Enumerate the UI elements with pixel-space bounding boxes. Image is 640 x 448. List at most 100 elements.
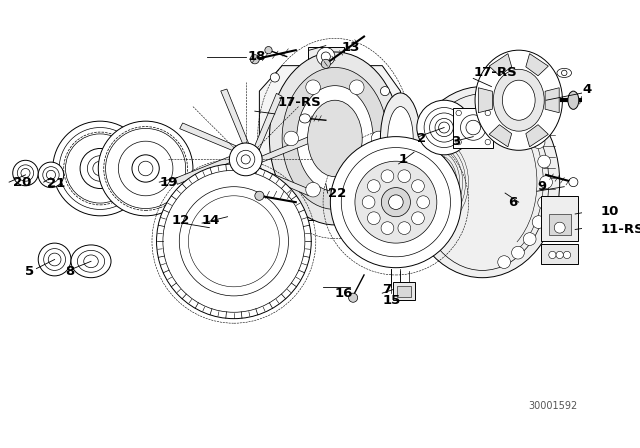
Ellipse shape [308,100,362,177]
Text: 15: 15 [382,294,401,307]
Text: 10: 10 [601,205,619,218]
Ellipse shape [330,137,461,268]
Text: 20: 20 [13,176,31,189]
Text: 1: 1 [399,153,408,166]
Circle shape [556,251,563,258]
Bar [397,286,412,297]
Ellipse shape [157,164,311,319]
Ellipse shape [538,155,550,168]
Ellipse shape [269,52,401,225]
Text: 30001592: 30001592 [528,401,577,411]
Ellipse shape [284,131,298,146]
Ellipse shape [306,182,321,197]
Ellipse shape [80,148,120,189]
Polygon shape [541,244,578,264]
Circle shape [250,55,259,64]
Ellipse shape [179,187,289,296]
Text: 17-RS: 17-RS [473,66,517,79]
Ellipse shape [297,86,373,191]
Polygon shape [259,202,319,220]
Circle shape [321,52,330,61]
Text: 11-RS: 11-RS [601,223,640,236]
Ellipse shape [532,136,545,149]
Polygon shape [259,66,401,220]
Ellipse shape [132,155,159,182]
Ellipse shape [475,50,563,150]
Circle shape [381,222,394,234]
Polygon shape [308,47,344,66]
Polygon shape [255,93,282,150]
Ellipse shape [438,122,449,133]
Circle shape [398,222,411,234]
Circle shape [381,188,410,217]
Circle shape [456,139,461,145]
Ellipse shape [13,160,38,186]
Polygon shape [548,214,571,235]
Polygon shape [541,196,578,241]
Ellipse shape [466,120,481,135]
Text: 14: 14 [202,214,220,227]
Polygon shape [478,88,492,113]
Ellipse shape [38,162,64,188]
Ellipse shape [417,100,472,155]
Ellipse shape [371,131,386,146]
Circle shape [380,86,390,96]
Ellipse shape [568,91,579,109]
Ellipse shape [349,80,364,95]
Ellipse shape [88,156,113,181]
Text: 3: 3 [451,135,461,148]
Ellipse shape [38,243,71,276]
Text: 21: 21 [47,177,65,190]
Circle shape [398,170,411,183]
Polygon shape [262,134,316,162]
Ellipse shape [435,118,453,137]
Ellipse shape [355,161,437,243]
Circle shape [270,205,280,214]
Ellipse shape [282,68,388,209]
Ellipse shape [493,69,544,131]
Bar [393,282,415,301]
Circle shape [317,47,335,66]
Text: 19: 19 [159,176,177,189]
Circle shape [412,180,424,193]
Circle shape [367,180,380,193]
Polygon shape [209,169,237,225]
Polygon shape [221,89,248,143]
Text: 12: 12 [171,214,189,227]
Circle shape [229,143,262,176]
Ellipse shape [405,86,560,278]
Ellipse shape [99,121,193,216]
Ellipse shape [71,245,111,278]
Circle shape [349,293,358,302]
Text: 18: 18 [248,50,266,63]
Text: 22: 22 [328,186,346,199]
Text: 4: 4 [582,83,592,96]
Text: 16: 16 [335,287,353,300]
Circle shape [273,202,291,220]
Text: 17-RS: 17-RS [278,95,321,108]
Ellipse shape [380,93,420,184]
Circle shape [548,251,556,258]
Polygon shape [545,88,559,113]
Polygon shape [489,125,511,147]
Circle shape [241,155,250,164]
Circle shape [381,170,394,183]
Polygon shape [175,156,230,184]
Circle shape [362,196,375,208]
Circle shape [367,212,380,224]
Circle shape [270,73,280,82]
Ellipse shape [557,69,572,78]
Text: 8: 8 [65,265,75,278]
Ellipse shape [511,246,524,259]
Circle shape [417,196,429,208]
Ellipse shape [429,113,459,142]
Ellipse shape [93,161,108,176]
Polygon shape [526,54,548,76]
Ellipse shape [524,119,536,132]
Text: 7: 7 [382,283,391,296]
Text: 2: 2 [417,132,426,145]
Polygon shape [526,125,548,147]
Ellipse shape [540,176,552,189]
Circle shape [388,195,403,209]
Ellipse shape [502,80,535,120]
